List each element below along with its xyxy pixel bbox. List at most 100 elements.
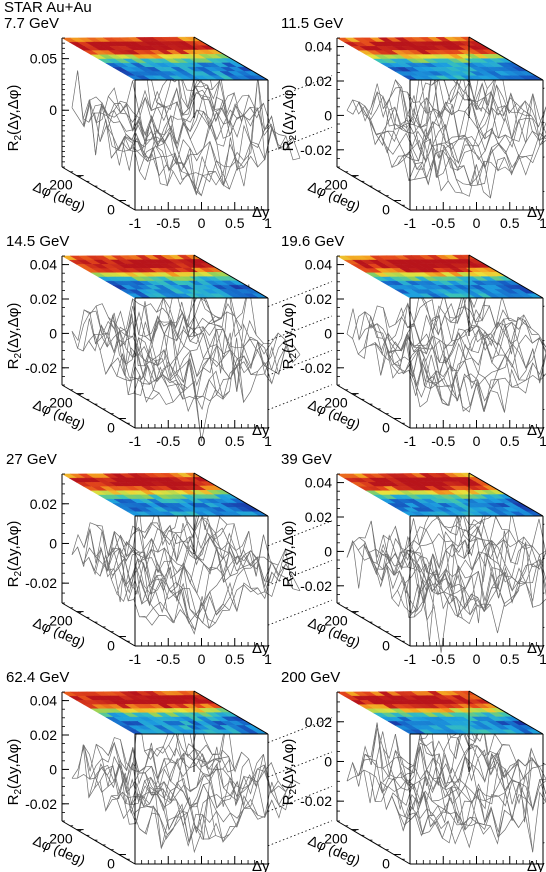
mesh-line	[391, 543, 539, 624]
mesh-line	[455, 292, 546, 381]
mesh-line	[419, 65, 505, 172]
dy-tick-label: 0	[198, 433, 206, 449]
dy-tick-label: 0.5	[225, 869, 245, 872]
z-grid-line	[267, 126, 333, 153]
z-ticks: -0.02 0 0.02 0.04	[300, 473, 546, 629]
z-ticks: -0.02 0 0.02	[25, 473, 333, 626]
mesh-line	[144, 129, 301, 197]
phi-axis-line	[336, 820, 411, 865]
mesh-line	[88, 516, 228, 603]
top-right-edge	[468, 472, 544, 517]
dy-ticks: -1 -0.5 0 0.5 1	[404, 420, 546, 449]
mesh-line	[204, 284, 301, 364]
mesh-line	[144, 748, 230, 843]
mesh-line	[83, 100, 160, 176]
dy-tick-label: 0	[473, 433, 481, 449]
mesh-line	[83, 309, 160, 394]
mesh-line	[382, 748, 463, 827]
z-grid-line	[267, 384, 333, 411]
mesh-line	[99, 288, 242, 377]
dy-tick-label: 0.5	[225, 215, 245, 231]
dy-tick-label: 1	[539, 869, 546, 872]
mesh-line	[133, 76, 286, 183]
z-tick-label: 0.02	[305, 714, 332, 730]
mesh-line	[94, 303, 235, 362]
mesh-line	[431, 728, 519, 828]
dphi-tick-label: 0	[107, 202, 115, 218]
dy-tick-label: -1	[404, 433, 417, 449]
z-tick-label: 0.02	[30, 291, 57, 307]
z-grid-line	[267, 560, 333, 586]
panel-7: -0.0200.020.04-1-0.500.512000R2(Δy,Δφ)Δφ…	[5, 669, 333, 872]
mesh-line	[479, 719, 546, 795]
dy-tick-label: 0	[473, 215, 481, 231]
mesh-line	[82, 742, 220, 793]
mesh-line	[431, 510, 519, 602]
z-tick-label: 0	[49, 102, 57, 118]
mesh-line	[419, 351, 546, 413]
mesh-line	[144, 562, 301, 635]
phi-axis-line	[336, 384, 411, 429]
mesh-line	[77, 285, 213, 349]
phi-axis-line	[61, 384, 136, 429]
mesh-line	[144, 522, 230, 616]
z-axis-title: R2(Δy,Δφ)	[280, 85, 299, 152]
dy-axis-title: Δy	[252, 422, 270, 439]
mesh-line	[419, 132, 546, 199]
mesh-line	[455, 512, 546, 596]
mesh-line	[407, 322, 491, 413]
dy-tick-label: -1	[129, 215, 142, 231]
mesh-line	[168, 57, 259, 172]
mesh-line	[419, 541, 546, 653]
z-tick-label: -0.02	[300, 142, 332, 158]
mesh-line	[192, 747, 287, 807]
mesh-line	[383, 97, 463, 194]
dy-tick-label: -0.5	[156, 215, 180, 231]
dy-axis-title: Δy	[252, 640, 270, 657]
dphi-tick-label: 200	[324, 177, 348, 193]
mesh-line	[374, 525, 517, 594]
mesh-surface	[346, 711, 546, 853]
mesh-line	[139, 344, 294, 413]
mesh-line	[431, 313, 519, 388]
top-right-edge	[193, 36, 269, 81]
dy-tick-label: 1	[539, 215, 546, 231]
dphi-tick-label: 0	[107, 638, 115, 654]
energy-label: 27 GeV	[6, 451, 57, 468]
dy-tick-label: 0.5	[500, 651, 520, 667]
mesh-line	[144, 57, 230, 190]
mesh-line	[107, 741, 188, 831]
dphi-tick-label: 0	[382, 856, 390, 872]
mesh-line	[407, 92, 491, 199]
dphi-tick-label: 0	[382, 420, 390, 436]
z-tick-label: 0.02	[305, 73, 332, 89]
dy-tick-label: 0	[198, 651, 206, 667]
z-tick-label: 0	[324, 543, 332, 559]
top-heatmap	[61, 472, 269, 517]
dy-tick-label: -1	[129, 651, 142, 667]
top-right-edge	[468, 690, 544, 735]
mesh-line	[407, 732, 491, 831]
z-axis-title: R2(Δy,Δφ)	[280, 739, 299, 806]
z-tick-label: 0	[324, 107, 332, 123]
dy-ticks: -1 -0.5 0 0.5 1	[129, 856, 272, 872]
mesh-line	[204, 716, 301, 794]
energy-label: 200 GeV	[281, 669, 340, 686]
dphi-tick-label: 200	[324, 831, 348, 847]
z-tick-label: 0.04	[305, 39, 332, 55]
dphi-tick-label: 200	[49, 395, 73, 411]
dy-tick-label: -0.5	[431, 433, 455, 449]
dy-tick-label: 1	[264, 433, 272, 449]
dy-tick-label: -0.5	[431, 869, 455, 872]
dy-ticks: -1 -0.5 0 0.5 1	[129, 420, 272, 449]
phi-axis-line	[336, 166, 411, 211]
energy-label: 11.5 GeV	[281, 15, 343, 32]
mesh-line	[408, 780, 546, 835]
mesh-line	[120, 535, 202, 631]
z-tick-label: 0	[324, 753, 332, 769]
dy-ticks: -1 -0.5 0 0.5 1	[129, 202, 272, 231]
mesh-line	[192, 510, 287, 582]
z-grid-line	[267, 315, 333, 342]
